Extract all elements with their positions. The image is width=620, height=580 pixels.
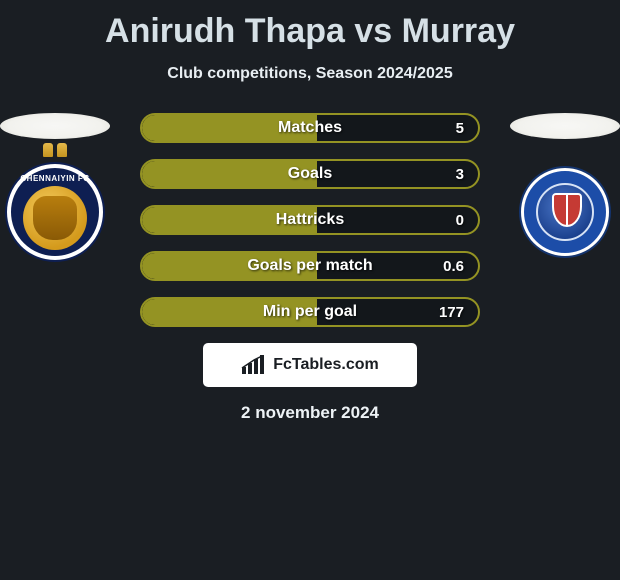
trophy-icon	[43, 143, 53, 157]
player-left-avatar-placeholder	[0, 113, 110, 139]
badge-left-text: CHENNAIYIN FC	[11, 174, 99, 183]
player-right-column	[510, 113, 620, 267]
stat-row: Min per goal177	[140, 297, 480, 327]
footer-date: 2 november 2024	[0, 403, 620, 423]
stat-row: Matches5	[140, 113, 480, 143]
stat-label: Hattricks	[142, 207, 478, 233]
stat-label: Min per goal	[142, 299, 478, 325]
trophy-icon	[57, 143, 67, 157]
club-badge-left: CHENNAIYIN FC	[5, 157, 105, 267]
stats-list: Matches5Goals3Hattricks0Goals per match0…	[140, 113, 480, 327]
brand-badge: FcTables.com	[203, 343, 417, 387]
subtitle: Club competitions, Season 2024/2025	[0, 65, 620, 83]
stat-value: 0	[456, 207, 464, 233]
stat-value: 177	[439, 299, 464, 325]
bar-chart-icon	[241, 355, 267, 375]
stat-label: Matches	[142, 115, 478, 141]
stat-label: Goals	[142, 161, 478, 187]
player-left-column: CHENNAIYIN FC	[0, 113, 110, 267]
stat-row: Hattricks0	[140, 205, 480, 235]
comparison-content: CHENNAIYIN FC Matches5 Goals3 Hattricks0 Go…	[0, 113, 620, 327]
stat-row: Goals per match0.6	[140, 251, 480, 281]
stat-value: 3	[456, 161, 464, 187]
page-title: Anirudh Thapa vs Murray	[0, 0, 620, 51]
stat-value: 5	[456, 115, 464, 141]
stat-label: Goals per match	[142, 253, 478, 279]
stat-row: Goals3	[140, 159, 480, 189]
brand-text: FcTables.com	[273, 356, 379, 374]
club-badge-right	[515, 157, 615, 267]
stat-value: 0.6	[443, 253, 464, 279]
player-right-avatar-placeholder	[510, 113, 620, 139]
